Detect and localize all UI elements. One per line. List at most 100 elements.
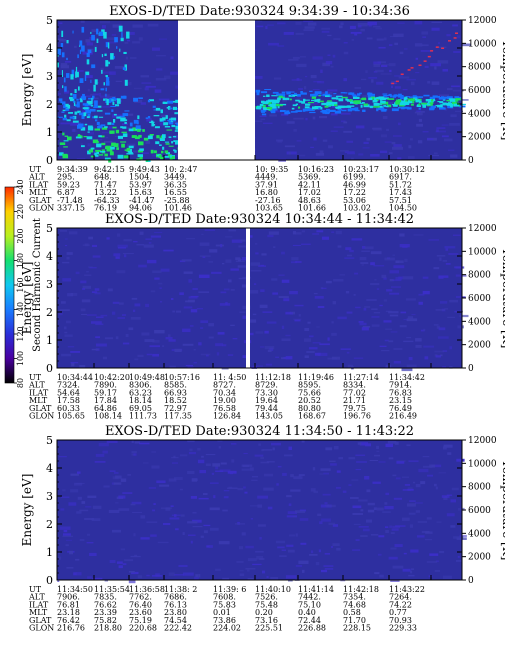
ephemeris-cell: 73.86 — [213, 616, 236, 625]
y-right-tick-label: 6000 — [468, 86, 491, 96]
ephemeris-cell: 9:42:15 — [94, 165, 125, 174]
y-axis-label: Energy [eV] — [20, 474, 34, 547]
ephemeris-cell: 0.01 — [213, 608, 231, 617]
y-right-axis-label: Temperature [K] — [500, 248, 505, 349]
y-tick-label: 4 — [46, 462, 53, 475]
y-right-tick-label: 8000 — [468, 63, 491, 73]
ephemeris-cell: 10:57:16 — [164, 373, 200, 382]
ephemeris-cell: 216.49 — [389, 412, 417, 421]
ephemeris-cell: 74.22 — [389, 600, 412, 609]
y-right-tick-label: 10000 — [468, 39, 497, 49]
panel-title: EXOS-D/TED Date:930324 10:34:44 - 11:34:… — [105, 212, 414, 227]
ephemeris-cell: 196.76 — [343, 412, 371, 421]
ephemeris-cell: 75.10 — [298, 600, 321, 609]
y-tick-label: 3 — [46, 70, 53, 83]
ephemeris-cell: 224.02 — [213, 624, 241, 633]
ephemeris-cell: 10: 9:35 — [255, 165, 288, 174]
ephemeris-cell: 94.06 — [129, 204, 152, 213]
spectrogram-panel-1: EXOS-D/TED Date:930324 9:34:39 - 10:34:3… — [20, 4, 505, 213]
ephemeris-cell: 77.02 — [343, 388, 366, 397]
ephemeris-cell: 111.73 — [129, 412, 157, 421]
ephemeris-cell: 11:41:14 — [298, 585, 334, 594]
ephemeris-cell: 220.68 — [129, 624, 157, 633]
ephemeris-cell: 103.65 — [255, 204, 283, 213]
ephemeris-cell: 7890. — [94, 381, 117, 390]
ephemeris-cell: 10:30:12 — [389, 165, 425, 174]
ephemeris-cell: 7914. — [389, 381, 412, 390]
ephemeris-cell: 76.58 — [213, 404, 236, 413]
ephemeris-cell: 6.87 — [57, 188, 75, 197]
ephemeris-cell: 23.60 — [129, 608, 152, 617]
ephemeris-cell: 9:34:39 — [57, 165, 88, 174]
ephemeris-cell: 105.65 — [57, 412, 85, 421]
ephemeris-cell: 75.19 — [129, 616, 152, 625]
ephemeris-cell: 59.23 — [57, 180, 80, 189]
spectrogram-background — [57, 228, 462, 368]
ephemeris-cell: 75.82 — [94, 616, 117, 625]
ephemeris-row-label: ALT — [28, 381, 45, 390]
ephemeris-cell: 7526. — [255, 593, 278, 602]
ephemeris-cell: 11:40:10 — [255, 585, 291, 594]
ephemeris-cell: 16.55 — [164, 188, 187, 197]
ephemeris-row-label: UT — [29, 585, 42, 594]
ephemeris-cell: 126.84 — [213, 412, 241, 421]
y-right-tick-label: 0 — [468, 156, 474, 166]
ephemeris-cell: 10:34:44 — [57, 373, 93, 382]
ephemeris-cell: 216.76 — [57, 624, 85, 633]
ephemeris-cell: 10:16:23 — [298, 165, 334, 174]
ephemeris-cell: 7686. — [164, 593, 187, 602]
ephemeris-row-label: ALT — [28, 593, 45, 602]
y-right-tick-label: 4000 — [468, 529, 491, 539]
ephemeris-cell: 17.02 — [298, 188, 321, 197]
ephemeris-cell: 11:19:46 — [298, 373, 334, 382]
ephemeris-cell: 295. — [57, 173, 75, 182]
ephemeris-row-label: GLAT — [29, 616, 52, 625]
ephemeris-cell: 76.83 — [389, 388, 412, 397]
ephemeris-cell: 15.63 — [129, 188, 152, 197]
colorbar-tick-label: 220 — [16, 204, 25, 219]
y-tick-label: 2 — [46, 306, 53, 319]
ephemeris-cell: 16.80 — [255, 188, 278, 197]
ephemeris-cell: 59.17 — [94, 388, 117, 397]
ephemeris-row-label: GLON — [29, 624, 54, 633]
ephemeris-row-label: MLT — [29, 188, 48, 197]
y-right-tick-label: 6000 — [468, 294, 491, 304]
y-right-tick-label: 2000 — [468, 133, 491, 143]
ephemeris-cell: 8595. — [298, 381, 321, 390]
ephemeris-cell: 11: 4:50 — [213, 373, 246, 382]
ephemeris-cell: 76.42 — [57, 616, 80, 625]
ephemeris-cell: 101.66 — [298, 204, 326, 213]
spectrogram-panel-3: EXOS-D/TED Date:930324 11:34:50 - 11:43:… — [20, 424, 505, 633]
ephemeris-cell: 8729. — [255, 381, 278, 390]
ephemeris-cell: 11:38: 2 — [164, 585, 197, 594]
ephemeris-cell: 229.33 — [389, 624, 417, 633]
ephemeris-cell: 13.22 — [94, 188, 117, 197]
colorbar-tick-label: 180 — [16, 253, 25, 268]
y-tick-label: 5 — [46, 434, 53, 447]
ephemeris-cell: 5369. — [298, 173, 321, 182]
ephemeris-cell: 1504. — [129, 173, 152, 182]
ephemeris-cell: 168.67 — [298, 412, 326, 421]
ephemeris-cell: 75.48 — [255, 600, 278, 609]
ephemeris-cell: 80.80 — [298, 404, 321, 413]
ephemeris-cell: 23.39 — [94, 608, 117, 617]
ephemeris-cell: 218.80 — [94, 624, 122, 633]
ephemeris-cell: 74.54 — [164, 616, 187, 625]
ephemeris-cell: 23.15 — [389, 396, 412, 405]
ephemeris-cell: 11:43:22 — [389, 585, 425, 594]
ephemeris-cell: 143.05 — [255, 412, 283, 421]
y-right-axis-label: Temperature [K] — [500, 40, 505, 141]
ephemeris-row-label: UT — [29, 373, 42, 382]
ephemeris-cell: 7762. — [129, 593, 152, 602]
ephemeris-cell: 36.35 — [164, 180, 187, 189]
y-tick-label: 1 — [46, 546, 53, 559]
ephemeris-cell: 7324. — [57, 381, 80, 390]
colorbar-tick-label: 240 — [16, 179, 25, 194]
ephemeris-cell: 76.81 — [57, 600, 80, 609]
colorbar-tick-label: 200 — [16, 228, 25, 243]
ephemeris-cell: 70.93 — [389, 616, 412, 625]
ephemeris-cell: 51.72 — [389, 180, 412, 189]
y-right-axis-label: Temperature [K] — [500, 460, 505, 561]
ephemeris-cell: 72.44 — [298, 616, 321, 625]
